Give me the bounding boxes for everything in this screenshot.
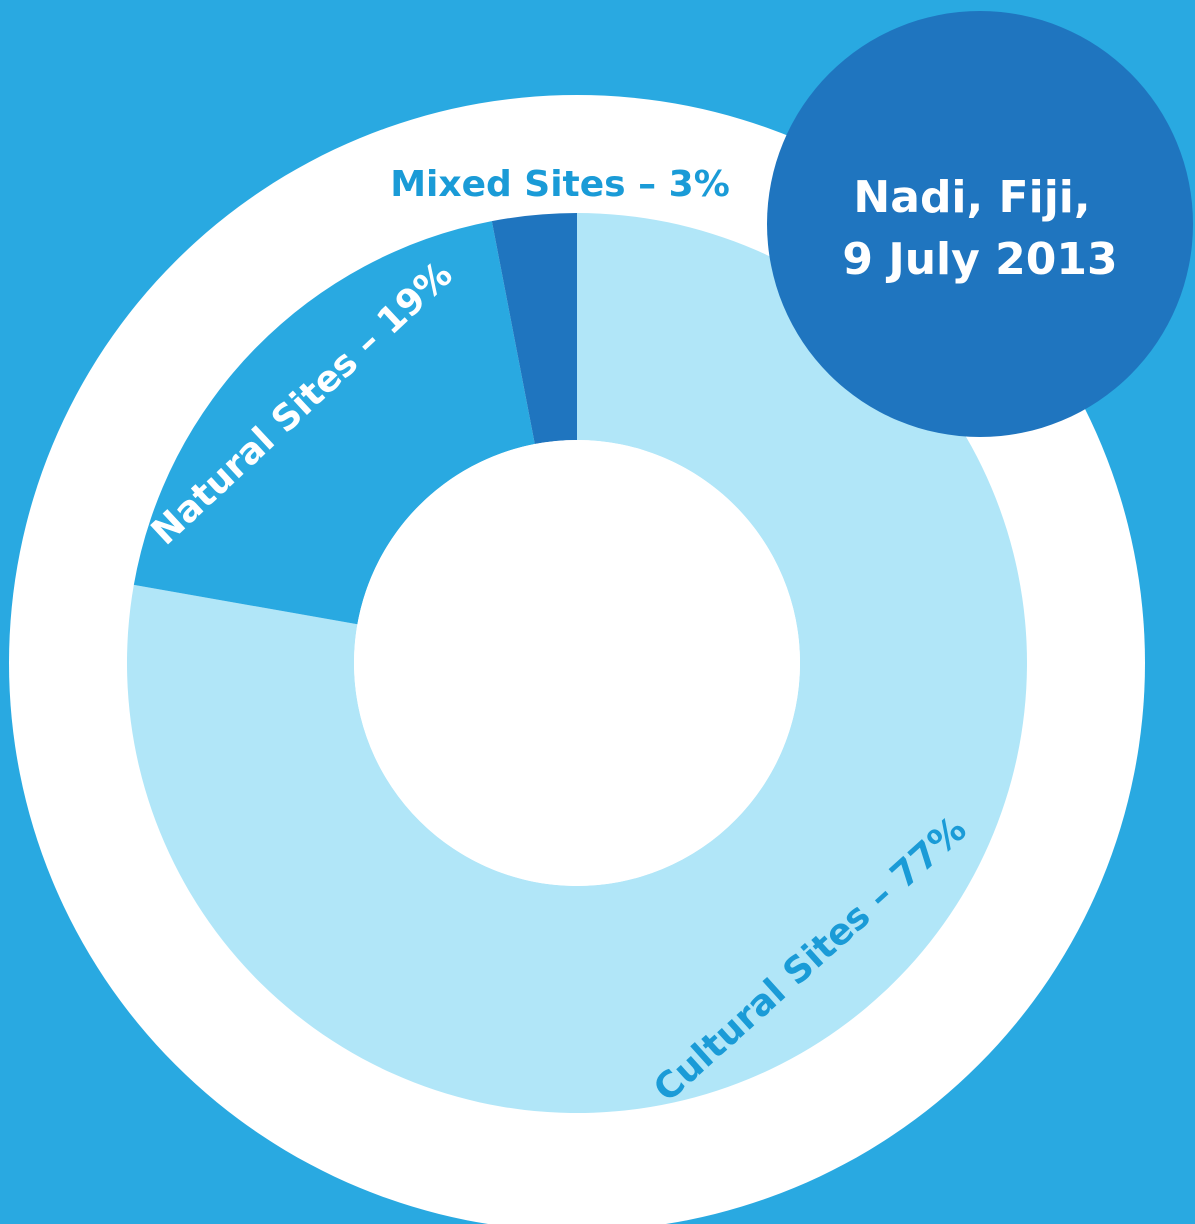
slice-natural [133,221,535,625]
slice-label-mixed-sites: Mixed Sites – 3% [390,164,730,205]
badge-line-1: Nadi, Fiji, [853,172,1090,223]
slice-mixed [491,213,577,445]
badge-circle [767,11,1193,437]
location-date-badge: Nadi, Fiji, 9 July 2013 [767,11,1193,437]
slice-cultural [126,213,1028,1113]
badge-line-2: 9 July 2013 [842,234,1117,285]
donut-hole [354,440,800,886]
chart-slices [126,213,1028,1113]
